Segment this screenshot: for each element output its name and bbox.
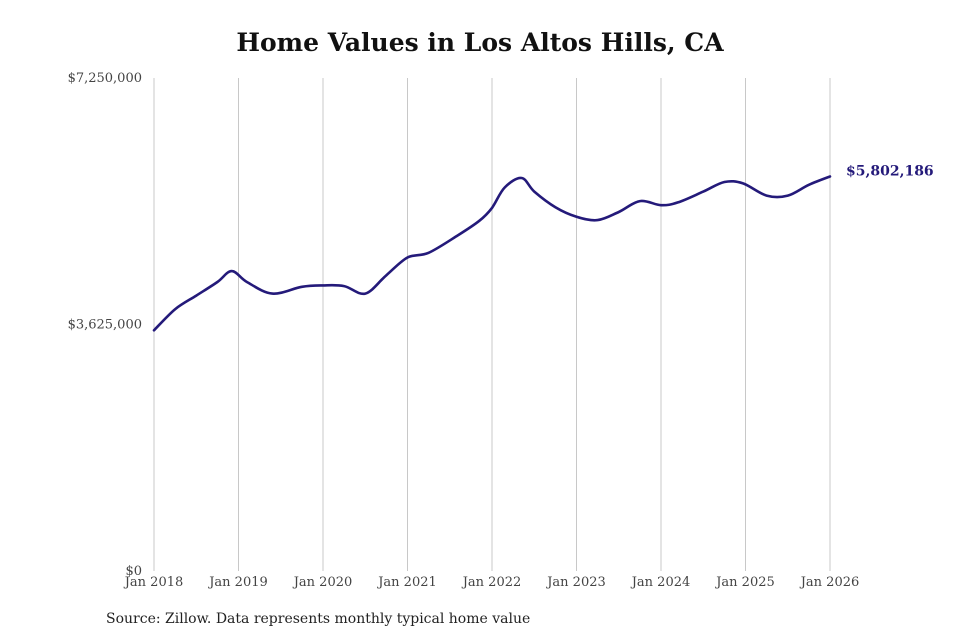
y-tick-label: $3,625,000 [68, 318, 142, 333]
x-tick-label: Jan 2018 [123, 575, 184, 590]
x-tick-label: Jan 2023 [545, 575, 606, 590]
chart-title: Home Values in Los Altos Hills, CA [236, 28, 724, 57]
end-value-label: $5,802,186 [846, 163, 934, 179]
x-tick-label: Jan 2019 [207, 575, 268, 590]
x-tick-label: Jan 2026 [799, 575, 860, 590]
x-tick-label: Jan 2021 [376, 575, 437, 590]
x-tick-label: Jan 2020 [292, 575, 353, 590]
x-tick-label: Jan 2024 [630, 575, 691, 590]
source-note: Source: Zillow. Data represents monthly … [106, 611, 531, 627]
y-tick-label: $7,250,000 [68, 71, 142, 86]
x-tick-label: Jan 2025 [714, 575, 775, 590]
series-line [152, 175, 832, 332]
x-tick-label: Jan 2022 [461, 575, 522, 590]
y-tick-label: $0 [125, 564, 142, 579]
